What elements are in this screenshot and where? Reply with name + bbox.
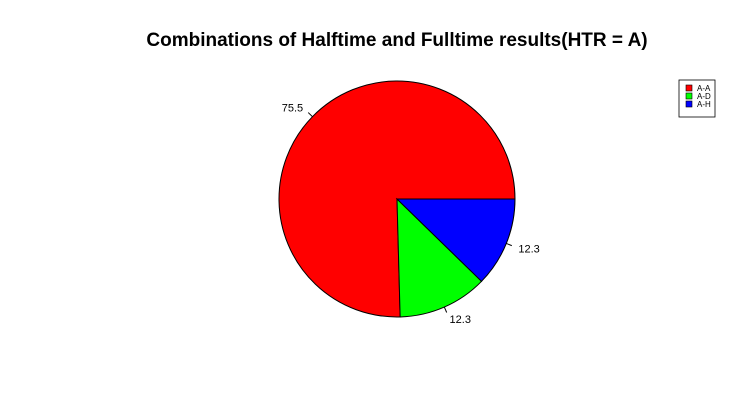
legend-label: A-A (697, 84, 711, 93)
pie-label-tick (443, 306, 448, 313)
legend-label: A-H (697, 100, 711, 109)
pie-slice-labels: 75.5 12.3 12.3 (282, 103, 540, 326)
pie-slice-value-label: 12.3 (518, 243, 539, 255)
pie-label-tick (307, 112, 313, 118)
legend-swatch (685, 100, 693, 108)
legend-swatch (685, 92, 693, 100)
pie-slice-value-label: 12.3 (450, 314, 471, 326)
pie-slice-value-label: 75.5 (282, 103, 303, 115)
legend: A-AA-DA-H (678, 79, 716, 118)
pie-slice-a-h (395, 198, 516, 283)
legend-box (678, 79, 716, 118)
chart-title: Combinations of Halftime and Fulltime re… (146, 30, 647, 51)
pie-slice-a-d (396, 197, 483, 318)
legend-label: A-D (697, 92, 711, 101)
pie-label-tick (506, 242, 512, 247)
legend-swatch (685, 84, 693, 92)
pie-slices (278, 80, 516, 318)
